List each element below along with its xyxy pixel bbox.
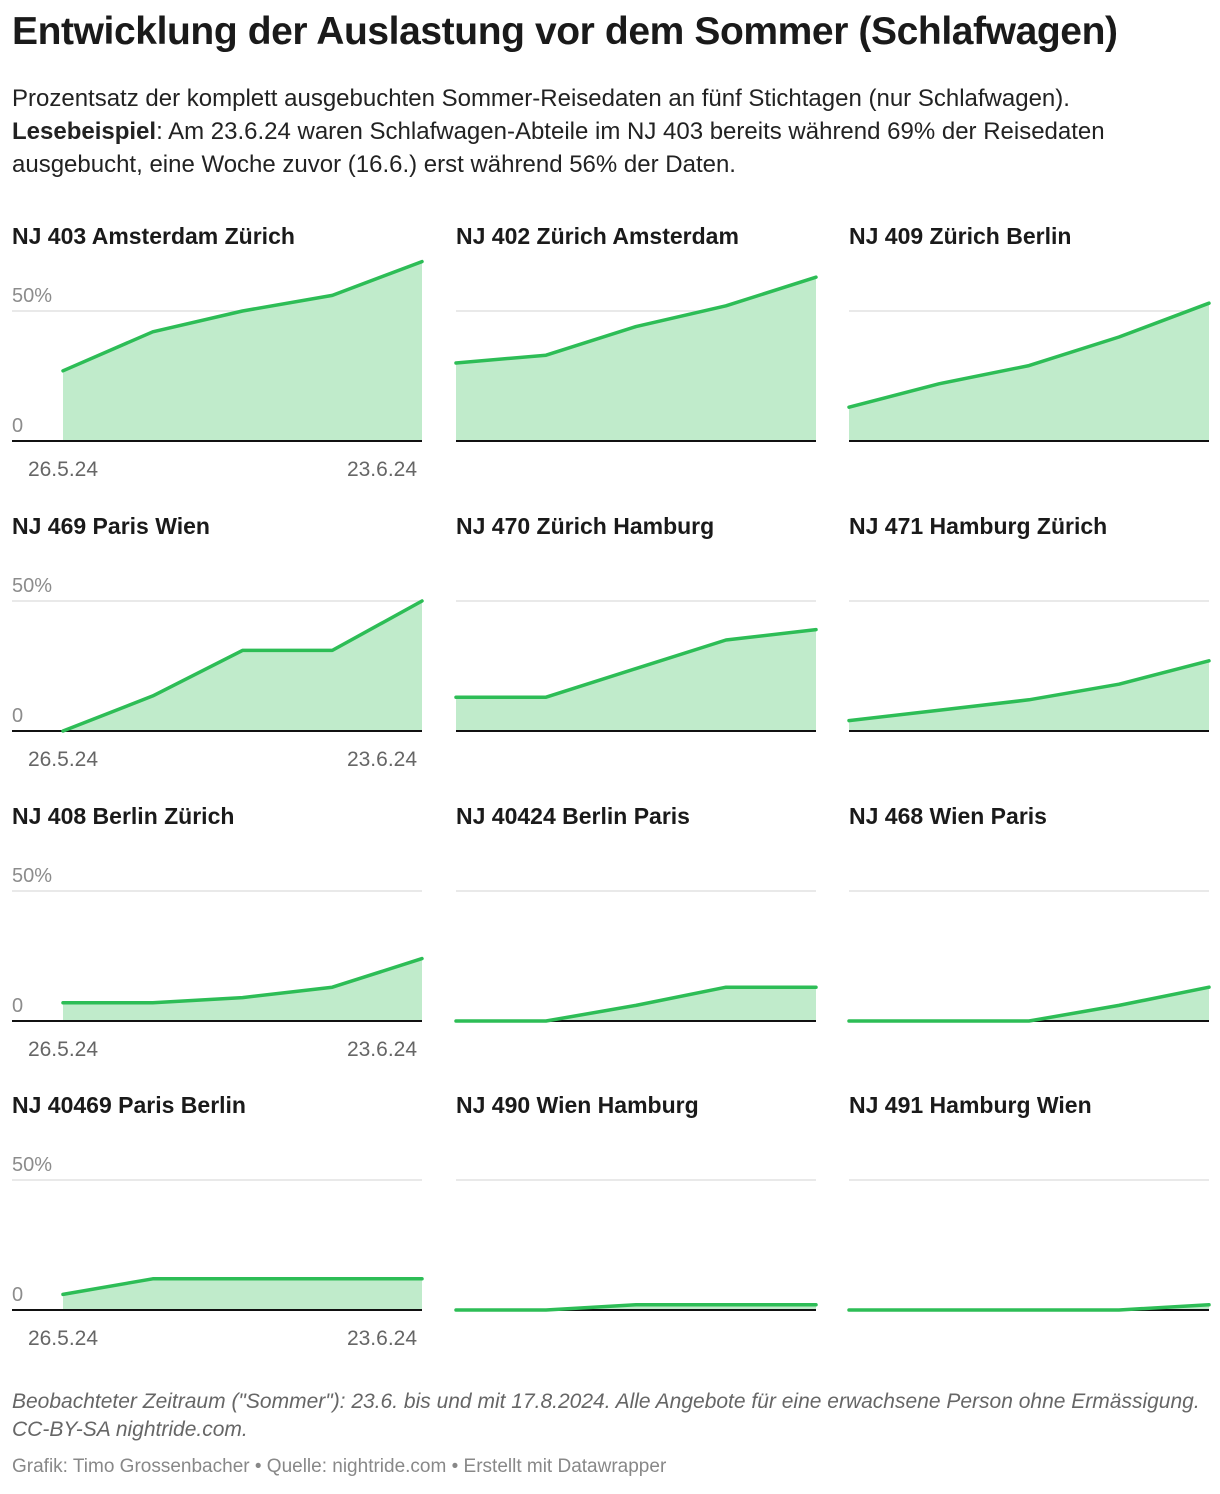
x-tick-end-7: 23.6.24 [347, 1038, 417, 1061]
chart-subtitle: Prozentsatz der komplett ausgebuchten So… [12, 82, 1208, 181]
y-tick-50-1: 50% [12, 285, 52, 307]
area-fill-7 [63, 958, 422, 1021]
series-line-3 [847, 301, 1211, 409]
series-line-12 [847, 1303, 1211, 1312]
area-fill-6 [849, 660, 1209, 731]
panel-title-7: NJ 408 Berlin Zürich [12, 803, 235, 829]
y-tick-50-4: 50% [12, 575, 52, 597]
area-fill-5 [456, 629, 816, 731]
x-tick-start-10: 26.5.24 [28, 1327, 98, 1350]
panel-title-5: NJ 470 Zürich Hamburg [456, 513, 715, 539]
y-tick-50-7: 50% [12, 865, 52, 887]
series-line-6 [847, 659, 1211, 723]
area-fill-10 [63, 1278, 422, 1310]
panel-title-4: NJ 469 Paris Wien [12, 513, 210, 539]
area-fill-2 [456, 277, 816, 441]
panel-title-10: NJ 40469 Paris Berlin [12, 1092, 246, 1118]
x-tick-start-1: 26.5.24 [28, 458, 98, 481]
panel-title-3: NJ 409 Zürich Berlin [849, 223, 1072, 249]
area-fill-4 [63, 601, 422, 731]
area-fill-9 [849, 987, 1209, 1021]
panel-title-6: NJ 471 Hamburg Zürich [849, 513, 1108, 539]
series-line-2 [454, 275, 818, 365]
x-tick-end-1: 23.6.24 [347, 458, 417, 481]
chart-title: Entwicklung der Auslastung vor dem Somme… [12, 10, 1118, 53]
series-line-4 [61, 599, 424, 733]
series-line-8 [454, 985, 818, 1023]
series-line-1 [61, 259, 424, 373]
area-fill-1 [63, 261, 422, 441]
area-fill-8 [456, 987, 816, 1021]
x-tick-start-7: 26.5.24 [28, 1038, 98, 1061]
series-line-7 [61, 956, 424, 1005]
chart-notes: Beobachteter Zeitraum ("Sommer"): 23.6. … [12, 1390, 1200, 1441]
panel-title-11: NJ 490 Wien Hamburg [456, 1092, 699, 1118]
panel-title-8: NJ 40424 Berlin Paris [456, 803, 690, 829]
panel-title-1: NJ 403 Amsterdam Zürich [12, 223, 295, 249]
y-tick-0-7: 0 [12, 995, 23, 1017]
x-tick-end-4: 23.6.24 [347, 748, 417, 771]
subtitle-text-rest: : Am 23.6.24 waren Schlafwagen-Abteile i… [12, 118, 1105, 178]
series-line-5 [454, 627, 818, 699]
x-tick-end-10: 23.6.24 [347, 1327, 417, 1350]
x-tick-start-4: 26.5.24 [28, 748, 98, 771]
y-tick-50-10: 50% [12, 1154, 52, 1176]
panel-title-9: NJ 468 Wien Paris [849, 803, 1047, 829]
panel-title-12: NJ 491 Hamburg Wien [849, 1092, 1092, 1118]
y-tick-0-1: 0 [12, 415, 23, 437]
panel-title-2: NJ 402 Zürich Amsterdam [456, 223, 739, 249]
y-tick-0-4: 0 [12, 705, 23, 727]
series-line-10 [61, 1277, 424, 1297]
subtitle-bold-label: Lesebeispiel [12, 118, 157, 145]
chart-byline: Grafik: Timo Grossenbacher • Quelle: nig… [12, 1456, 667, 1477]
y-tick-0-10: 0 [12, 1284, 23, 1306]
subtitle-text: Prozentsatz der komplett ausgebuchten So… [12, 85, 1070, 112]
series-line-9 [847, 985, 1211, 1023]
series-line-11 [454, 1303, 818, 1312]
